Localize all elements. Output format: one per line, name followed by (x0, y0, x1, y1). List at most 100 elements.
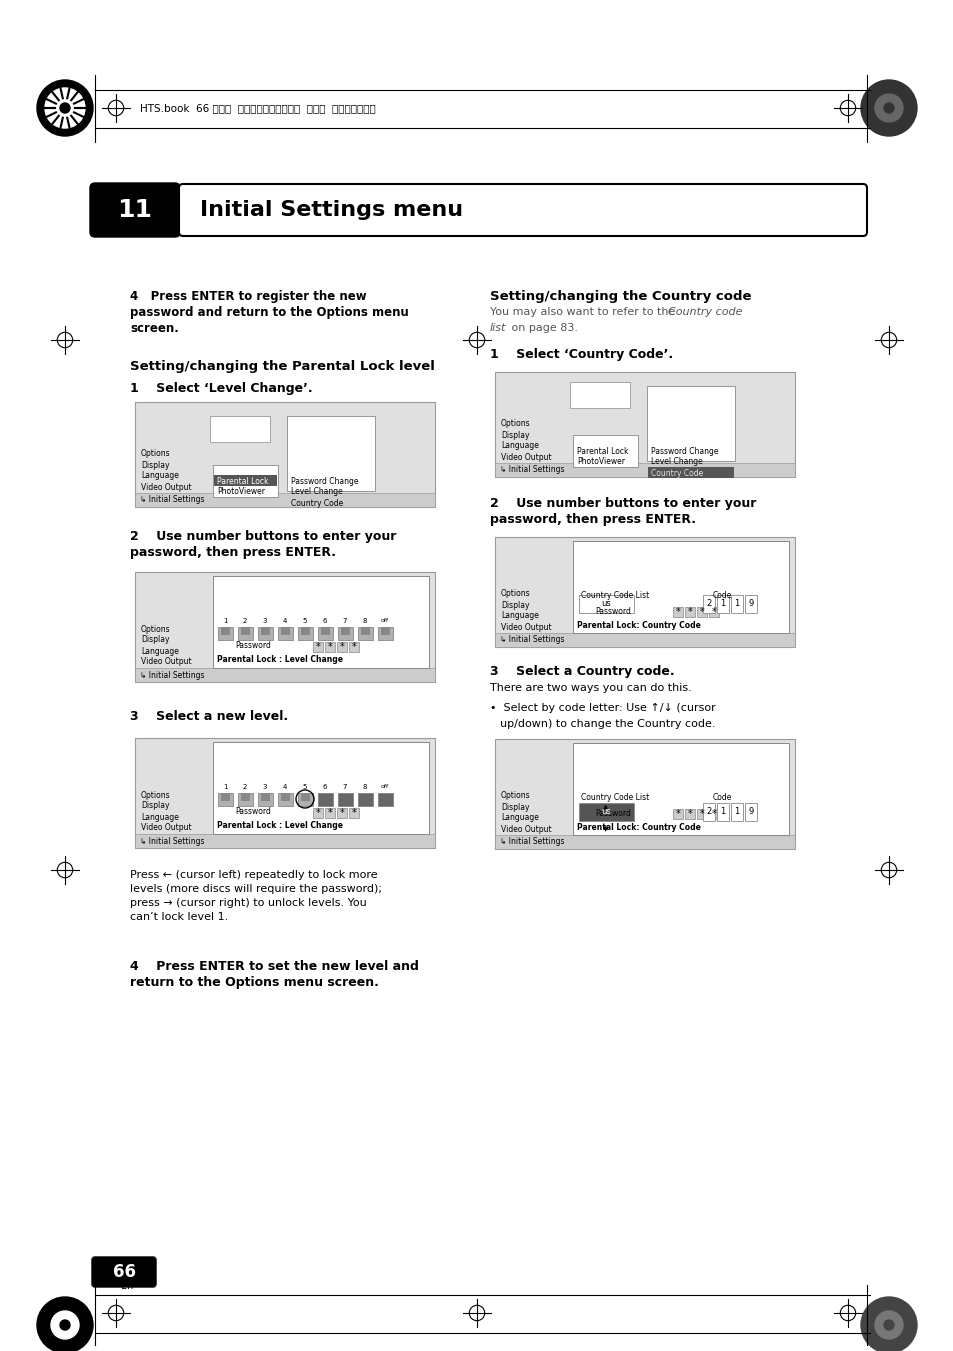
Text: *: * (339, 808, 344, 817)
Circle shape (883, 1320, 893, 1329)
Bar (257, 627, 273, 640)
Text: Video Output: Video Output (141, 658, 192, 666)
Bar (336, 642, 347, 653)
Bar (135, 667, 435, 682)
Text: off: off (380, 619, 389, 624)
Text: *: * (352, 642, 356, 653)
Circle shape (37, 80, 92, 136)
Text: password, then press ENTER.: password, then press ENTER. (490, 513, 696, 526)
Bar (237, 627, 253, 640)
Text: 2: 2 (705, 808, 711, 816)
Bar (221, 627, 230, 635)
Bar (320, 627, 330, 635)
Bar (717, 802, 728, 821)
Text: ↳ Initial Settings: ↳ Initial Settings (499, 838, 564, 847)
Text: Display: Display (141, 801, 170, 811)
Bar (301, 793, 310, 801)
Bar (495, 536, 794, 647)
Text: Code: Code (712, 793, 732, 801)
Bar (744, 594, 757, 613)
Circle shape (60, 103, 70, 113)
Bar (135, 834, 435, 848)
Text: HTS.book  66 ページ  ２００３年２月２５日  火曜日  午後１時４５分: HTS.book 66 ページ ２００３年２月２５日 火曜日 午後１時４５分 (140, 103, 375, 113)
Bar (297, 627, 313, 640)
Text: ↳ Initial Settings: ↳ Initial Settings (499, 466, 564, 474)
Text: password and return to the Options menu: password and return to the Options menu (130, 305, 408, 319)
Bar (237, 793, 253, 807)
Bar (672, 607, 682, 617)
Text: 4: 4 (282, 617, 287, 624)
Text: password, then press ENTER.: password, then press ENTER. (130, 546, 335, 559)
Text: Options: Options (141, 624, 171, 634)
Text: 1    Select ‘Country Code’.: 1 Select ‘Country Code’. (490, 349, 673, 361)
Circle shape (51, 1310, 79, 1339)
Text: 7: 7 (342, 617, 347, 624)
Circle shape (861, 80, 916, 136)
Bar (349, 808, 358, 817)
Bar (340, 627, 350, 635)
Text: 2: 2 (243, 784, 247, 790)
Text: 3    Select a new level.: 3 Select a new level. (130, 711, 288, 723)
Bar (301, 627, 310, 635)
Bar (261, 793, 270, 801)
Text: return to the Options menu screen.: return to the Options menu screen. (130, 975, 378, 989)
Text: *: * (339, 642, 344, 653)
Bar (213, 576, 429, 667)
Text: 4    Press ENTER to set the new level and: 4 Press ENTER to set the new level and (130, 961, 418, 973)
Text: Options: Options (500, 589, 530, 598)
Text: Language: Language (141, 812, 178, 821)
Text: Setting/changing the Country code: Setting/changing the Country code (490, 290, 751, 303)
Bar (241, 627, 250, 635)
Text: Display: Display (500, 600, 529, 609)
Text: Password Change: Password Change (650, 446, 718, 455)
Text: 1: 1 (720, 600, 725, 608)
Text: PhotoViewer: PhotoViewer (577, 458, 624, 466)
Text: *: * (675, 607, 679, 617)
Text: 11: 11 (117, 199, 152, 222)
Bar (317, 627, 333, 640)
Text: Video Output: Video Output (500, 623, 551, 631)
Bar (336, 808, 347, 817)
Text: PhotoViewer: PhotoViewer (216, 488, 265, 497)
Text: Video Output: Video Output (141, 824, 192, 832)
Circle shape (45, 88, 85, 128)
Text: ↳ Initial Settings: ↳ Initial Settings (140, 496, 204, 504)
Text: 2: 2 (705, 600, 711, 608)
Circle shape (861, 1297, 916, 1351)
Text: 6: 6 (322, 784, 327, 790)
Bar (297, 793, 313, 807)
Bar (213, 476, 276, 486)
Bar (218, 627, 233, 640)
Text: *: * (315, 642, 320, 653)
Bar (281, 627, 290, 635)
Bar (495, 372, 794, 477)
Bar (569, 382, 629, 408)
Bar (702, 594, 714, 613)
Text: 5: 5 (302, 784, 307, 790)
Text: *: * (315, 808, 320, 817)
Bar (281, 793, 290, 801)
Text: 2    Use number buttons to enter your: 2 Use number buttons to enter your (130, 530, 395, 543)
Text: *: * (699, 809, 703, 819)
FancyBboxPatch shape (179, 184, 866, 236)
Text: ▼: ▼ (602, 825, 608, 832)
Text: ↳ Initial Settings: ↳ Initial Settings (140, 836, 204, 846)
Text: Parental Lock : Level Change: Parental Lock : Level Change (216, 821, 343, 831)
Text: 9: 9 (747, 600, 753, 608)
Bar (135, 493, 435, 507)
Bar (221, 793, 230, 801)
Text: ↳ Initial Settings: ↳ Initial Settings (140, 670, 204, 680)
Text: Parental Lock: Parental Lock (577, 446, 628, 455)
Text: 8: 8 (362, 617, 367, 624)
Bar (325, 642, 335, 653)
Text: Password: Password (234, 808, 271, 816)
Bar (708, 809, 719, 819)
Bar (313, 642, 323, 653)
Text: 5: 5 (302, 617, 307, 624)
Text: screen.: screen. (130, 322, 178, 335)
Bar (578, 802, 634, 821)
Text: Display: Display (500, 802, 529, 812)
Text: Code: Code (712, 590, 732, 600)
Text: 3    Select a Country code.: 3 Select a Country code. (490, 665, 674, 678)
Text: Display: Display (141, 635, 170, 644)
